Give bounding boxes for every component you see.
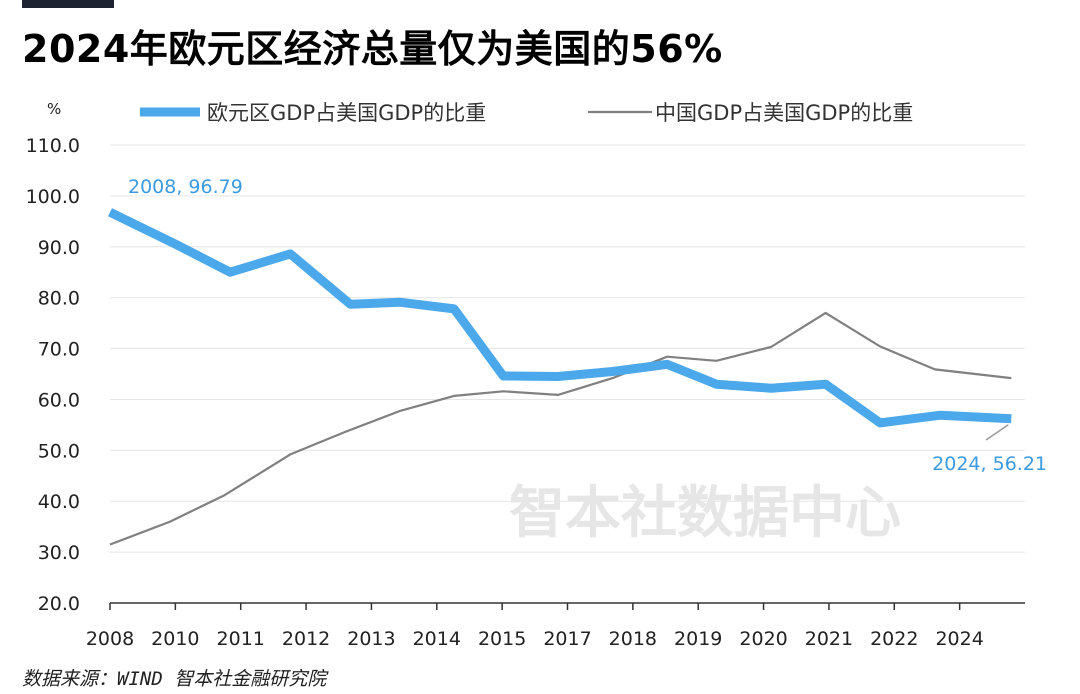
header-accent-bar [22,0,114,8]
x-tick-label: 2012 [282,628,330,650]
x-tick-label: 2019 [674,628,722,650]
y-tick-label: 60.0 [38,389,80,411]
x-tick-label: 2010 [151,628,199,650]
y-tick-label: 100.0 [26,186,80,208]
x-tick-label: 2018 [609,628,657,650]
chart-title: 2024年欧元区经济总量仅为美国的56% [22,27,723,71]
watermark: 智本社数据中心 [509,481,901,546]
legend: 欧元区GDP占美国GDP的比重 中国GDP占美国GDP的比重 [140,101,913,125]
x-tick-label: 2013 [347,628,395,650]
y-tick-label: 30.0 [38,542,80,564]
data-label-leader [985,424,1009,441]
legend-label-china: 中国GDP占美国GDP的比重 [655,101,913,125]
y-unit-label: % [47,100,61,118]
data-label-end: 2024, 56.21 [932,453,1047,475]
x-tick-label: 2022 [870,628,918,650]
y-tick-label: 110.0 [26,135,80,157]
source-note: 数据来源：WIND 智本社金融研究院 [22,668,327,690]
chart: 智本社数据中心 20.0 30.0 40.0 50.0 60.0 70.0 80.0 90.0… [26,100,1047,650]
x-tick-label: 2015 [478,628,526,650]
y-tick-label: 40.0 [38,491,80,513]
x-tick-label: 2020 [739,628,787,650]
y-tick-label: 90.0 [38,237,80,259]
x-tick-label: 2024 [935,628,983,650]
y-tick-label: 80.0 [38,288,80,310]
x-tick-label: 2011 [217,628,265,650]
x-tick-label: 2008 [86,628,134,650]
data-label-start: 2008, 96.79 [128,176,243,198]
x-tick-label: 2014 [413,628,461,650]
x-tick-label: 2021 [805,628,853,650]
y-tick-label: 20.0 [38,593,80,615]
euro-area-line [108,208,1012,428]
china-line [109,311,1012,546]
legend-label-euro: 欧元区GDP占美国GDP的比重 [207,101,486,125]
x-tick-label: 2017 [543,628,591,650]
y-tick-label: 70.0 [38,339,80,361]
y-tick-label: 50.0 [38,440,80,462]
